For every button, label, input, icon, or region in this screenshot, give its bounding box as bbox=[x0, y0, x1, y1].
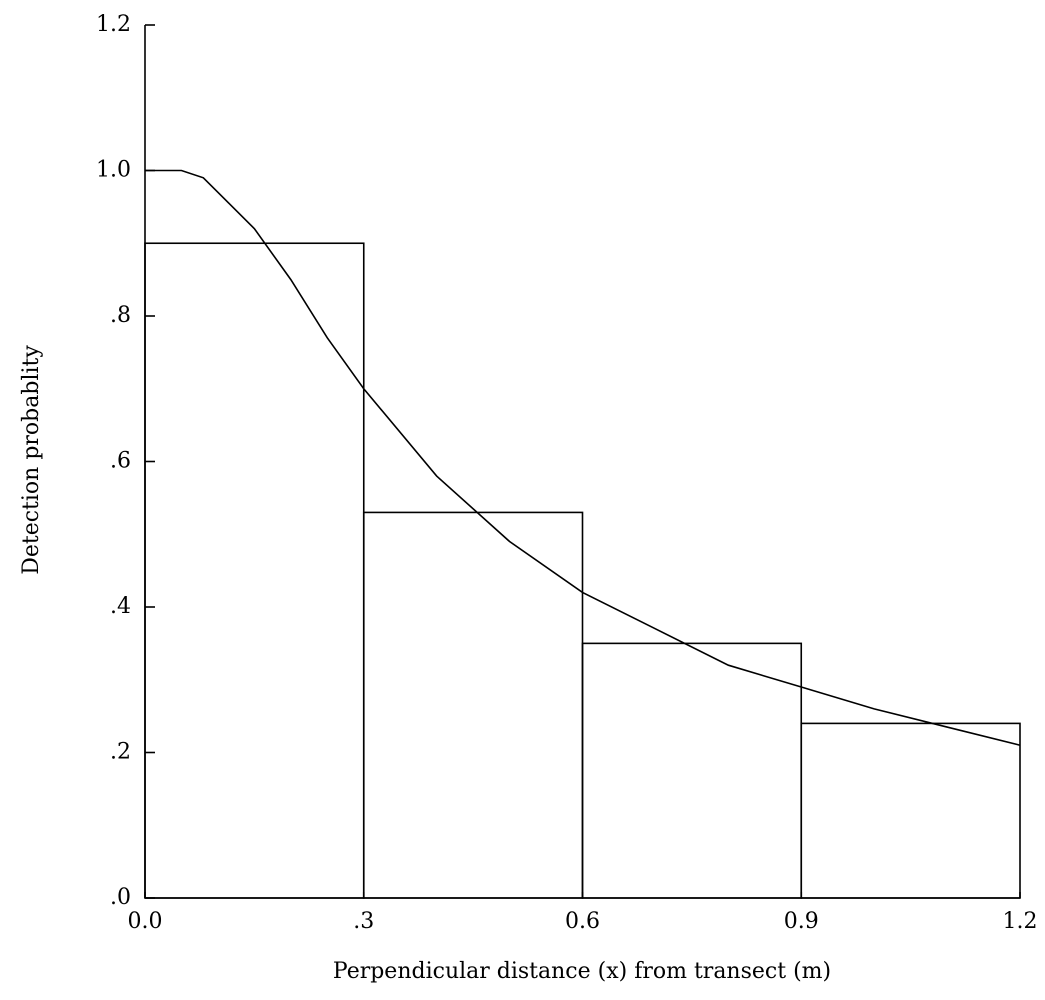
y-tick-label: 1.2 bbox=[96, 12, 131, 37]
y-tick-label: .6 bbox=[110, 449, 131, 474]
y-tick-label: .2 bbox=[110, 740, 131, 765]
bar bbox=[581, 642, 803, 899]
x-tick-label: 0.6 bbox=[565, 909, 600, 934]
x-tick-label: .3 bbox=[353, 909, 374, 934]
bar bbox=[800, 722, 1021, 899]
fitted-curve bbox=[145, 169, 1021, 747]
x-tick-label: 1.2 bbox=[1003, 909, 1038, 934]
x-axis-label: Perpendicular distance (x) from transect… bbox=[333, 959, 831, 984]
y-axis-label: Detection probablity bbox=[19, 345, 44, 575]
bar bbox=[144, 242, 365, 899]
x-tick-label: 0.9 bbox=[784, 909, 819, 934]
y-tick-label: .0 bbox=[110, 885, 131, 910]
x-tick-label: 0.0 bbox=[128, 909, 163, 934]
y-tick-label: .8 bbox=[110, 303, 131, 328]
y-tick-label: .4 bbox=[110, 594, 131, 619]
y-tick-label: 1.0 bbox=[96, 158, 131, 183]
